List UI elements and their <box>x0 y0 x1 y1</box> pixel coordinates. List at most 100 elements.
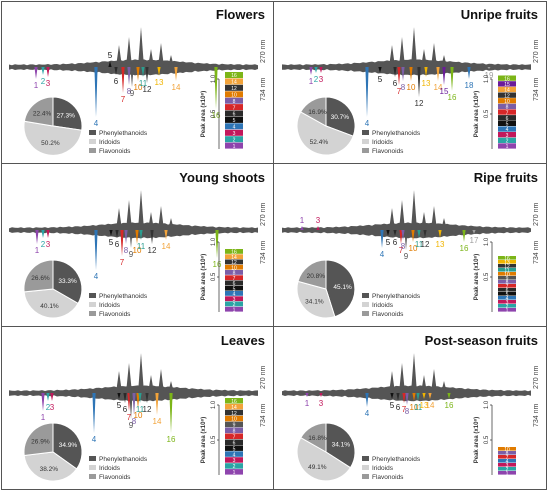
pie-label-flavonoids: 22.4% <box>33 111 52 118</box>
peak-label-11: 11 <box>415 240 424 249</box>
bar-segment-label-15: 15 <box>504 82 510 88</box>
peak-label-16: 16 <box>213 260 222 269</box>
chromatogram-peak-up <box>158 206 164 230</box>
pie-slice-iridoids <box>296 280 336 319</box>
peak-label-3: 3 <box>319 399 324 408</box>
peak-label-5: 5 <box>386 238 391 247</box>
peak-1 <box>300 226 304 230</box>
bar-segment-label-12: 12 <box>504 93 510 99</box>
legend-swatch-phenylethanoids <box>89 456 96 461</box>
peak-label-4: 4 <box>380 250 385 259</box>
panel-title: Post-season fruits <box>424 333 538 348</box>
legend-label-iridoids: Iridoids <box>372 302 394 309</box>
peak-2 <box>46 393 50 401</box>
bar-segment-5 <box>498 120 516 126</box>
legend-swatch-iridoids <box>362 302 369 307</box>
peak-label-1: 1 <box>41 413 46 422</box>
bar-segment-16 <box>225 398 243 404</box>
bar-segment-7 <box>225 104 243 111</box>
bar-segment-12 <box>225 84 243 91</box>
legend-swatch-phenylethanoids <box>89 130 96 135</box>
bar-segment-14 <box>225 78 243 85</box>
chromatogram-trace <box>282 59 531 76</box>
bar-segment-3 <box>225 457 243 463</box>
peak-label-14: 14 <box>434 83 443 92</box>
bar-segment-1 <box>225 469 243 475</box>
bar-segment-label-14: 14 <box>231 80 237 86</box>
peak-8 <box>132 393 136 415</box>
bar-segment-14 <box>225 403 243 410</box>
peak-1 <box>305 393 309 397</box>
bar-segment-label-14: 14 <box>504 88 510 94</box>
pie-slice-flavonoids <box>300 422 327 453</box>
bar-segment-label-14: 14 <box>231 255 237 261</box>
panel-unripe-fruits: 270 nm 734 nm 1 2 3 4 5 6 7 8 10 12 13 14 15 16 18 19 30.7… <box>274 1 546 163</box>
peak-11 <box>139 230 143 240</box>
peak-label-4: 4 <box>94 119 99 128</box>
legend-swatch-flavonoids <box>362 148 369 153</box>
pie-label-iridoids: 38.2% <box>40 466 59 473</box>
bar-tick-label: 0.5 <box>211 109 217 118</box>
peak-label-10: 10 <box>134 411 143 420</box>
peak-label-4: 4 <box>365 119 370 128</box>
peak-16 <box>169 393 173 433</box>
peak-10 <box>136 67 140 81</box>
bar-segment-7 <box>498 455 516 459</box>
pie-label-phenylethanoids: 27.3% <box>56 113 75 120</box>
peak-6 <box>114 67 118 75</box>
panel-ripe-fruits: 270 nm 734 nm 1 3 4 5 6 7 8 9 10 11 12 13 16 17 45.1% 34.… <box>274 164 546 326</box>
peak-6 <box>393 230 397 236</box>
peak-3 <box>319 67 323 73</box>
wavelength-270-label: 270 nm <box>260 202 267 226</box>
chromatogram-peak-up <box>389 45 395 67</box>
peak-13 <box>424 67 428 77</box>
peak-7 <box>402 393 406 403</box>
bar-segment-3 <box>498 300 516 304</box>
peak-8 <box>401 67 405 81</box>
bar-segment-10 <box>498 272 516 276</box>
peak-label-19: 19 <box>485 71 494 80</box>
pie-slice-iridoids <box>23 451 78 482</box>
bar-segment-label-12: 12 <box>231 260 237 266</box>
peak-label-5: 5 <box>108 51 113 60</box>
bar-segment-label-12: 12 <box>231 86 237 92</box>
peak-label-6: 6 <box>114 77 119 86</box>
legend-swatch-flavonoids <box>362 311 369 316</box>
chromatogram-peak-up <box>421 212 427 230</box>
legend-swatch-iridoids <box>362 139 369 144</box>
bar-segment-label-2: 2 <box>506 467 509 473</box>
peak-12 <box>145 67 149 83</box>
chromatogram-peak-up <box>158 369 164 393</box>
bar-segment-label-3: 3 <box>506 300 509 306</box>
peak-label-16: 16 <box>212 111 221 120</box>
peak-label-13: 13 <box>155 78 164 87</box>
pie-label-flavonoids: 26.9% <box>31 438 50 445</box>
bar-segment-label-7: 7 <box>506 110 509 116</box>
bar-segment-label-16: 16 <box>231 399 237 405</box>
bar-segment-label-8: 8 <box>506 451 509 457</box>
legend-swatch-phenylethanoids <box>362 293 369 298</box>
bar-ylabel: Peak area (x10⁸) <box>201 254 207 301</box>
peak-label-3: 3 <box>46 79 51 88</box>
bar-segment-label-6: 6 <box>233 281 236 287</box>
peak-8 <box>127 67 131 85</box>
wavelength-734-label: 734 nm <box>533 240 540 264</box>
peak-4 <box>380 230 384 248</box>
bar-segment-5 <box>498 292 516 296</box>
peak-2 <box>314 67 318 73</box>
pie-slice-flavonoids <box>300 96 327 127</box>
bar-segment-label-3: 3 <box>506 463 509 469</box>
peak-label-7: 7 <box>397 87 402 96</box>
legend-label-phenylethanoids: Phenylethanoids <box>372 456 421 463</box>
peak-12 <box>145 393 149 403</box>
bar-segment-16 <box>225 72 243 78</box>
bar-tick-label: 0.5 <box>484 435 490 444</box>
bar-ylabel: Peak area (x10⁸) <box>474 254 480 301</box>
peak-3 <box>46 67 50 77</box>
bar-tick-label: 1.0 <box>484 400 490 409</box>
legend-swatch-phenylethanoids <box>362 130 369 135</box>
chromatogram-peak-up <box>148 49 154 67</box>
wavelength-734-label: 734 nm <box>533 77 540 101</box>
